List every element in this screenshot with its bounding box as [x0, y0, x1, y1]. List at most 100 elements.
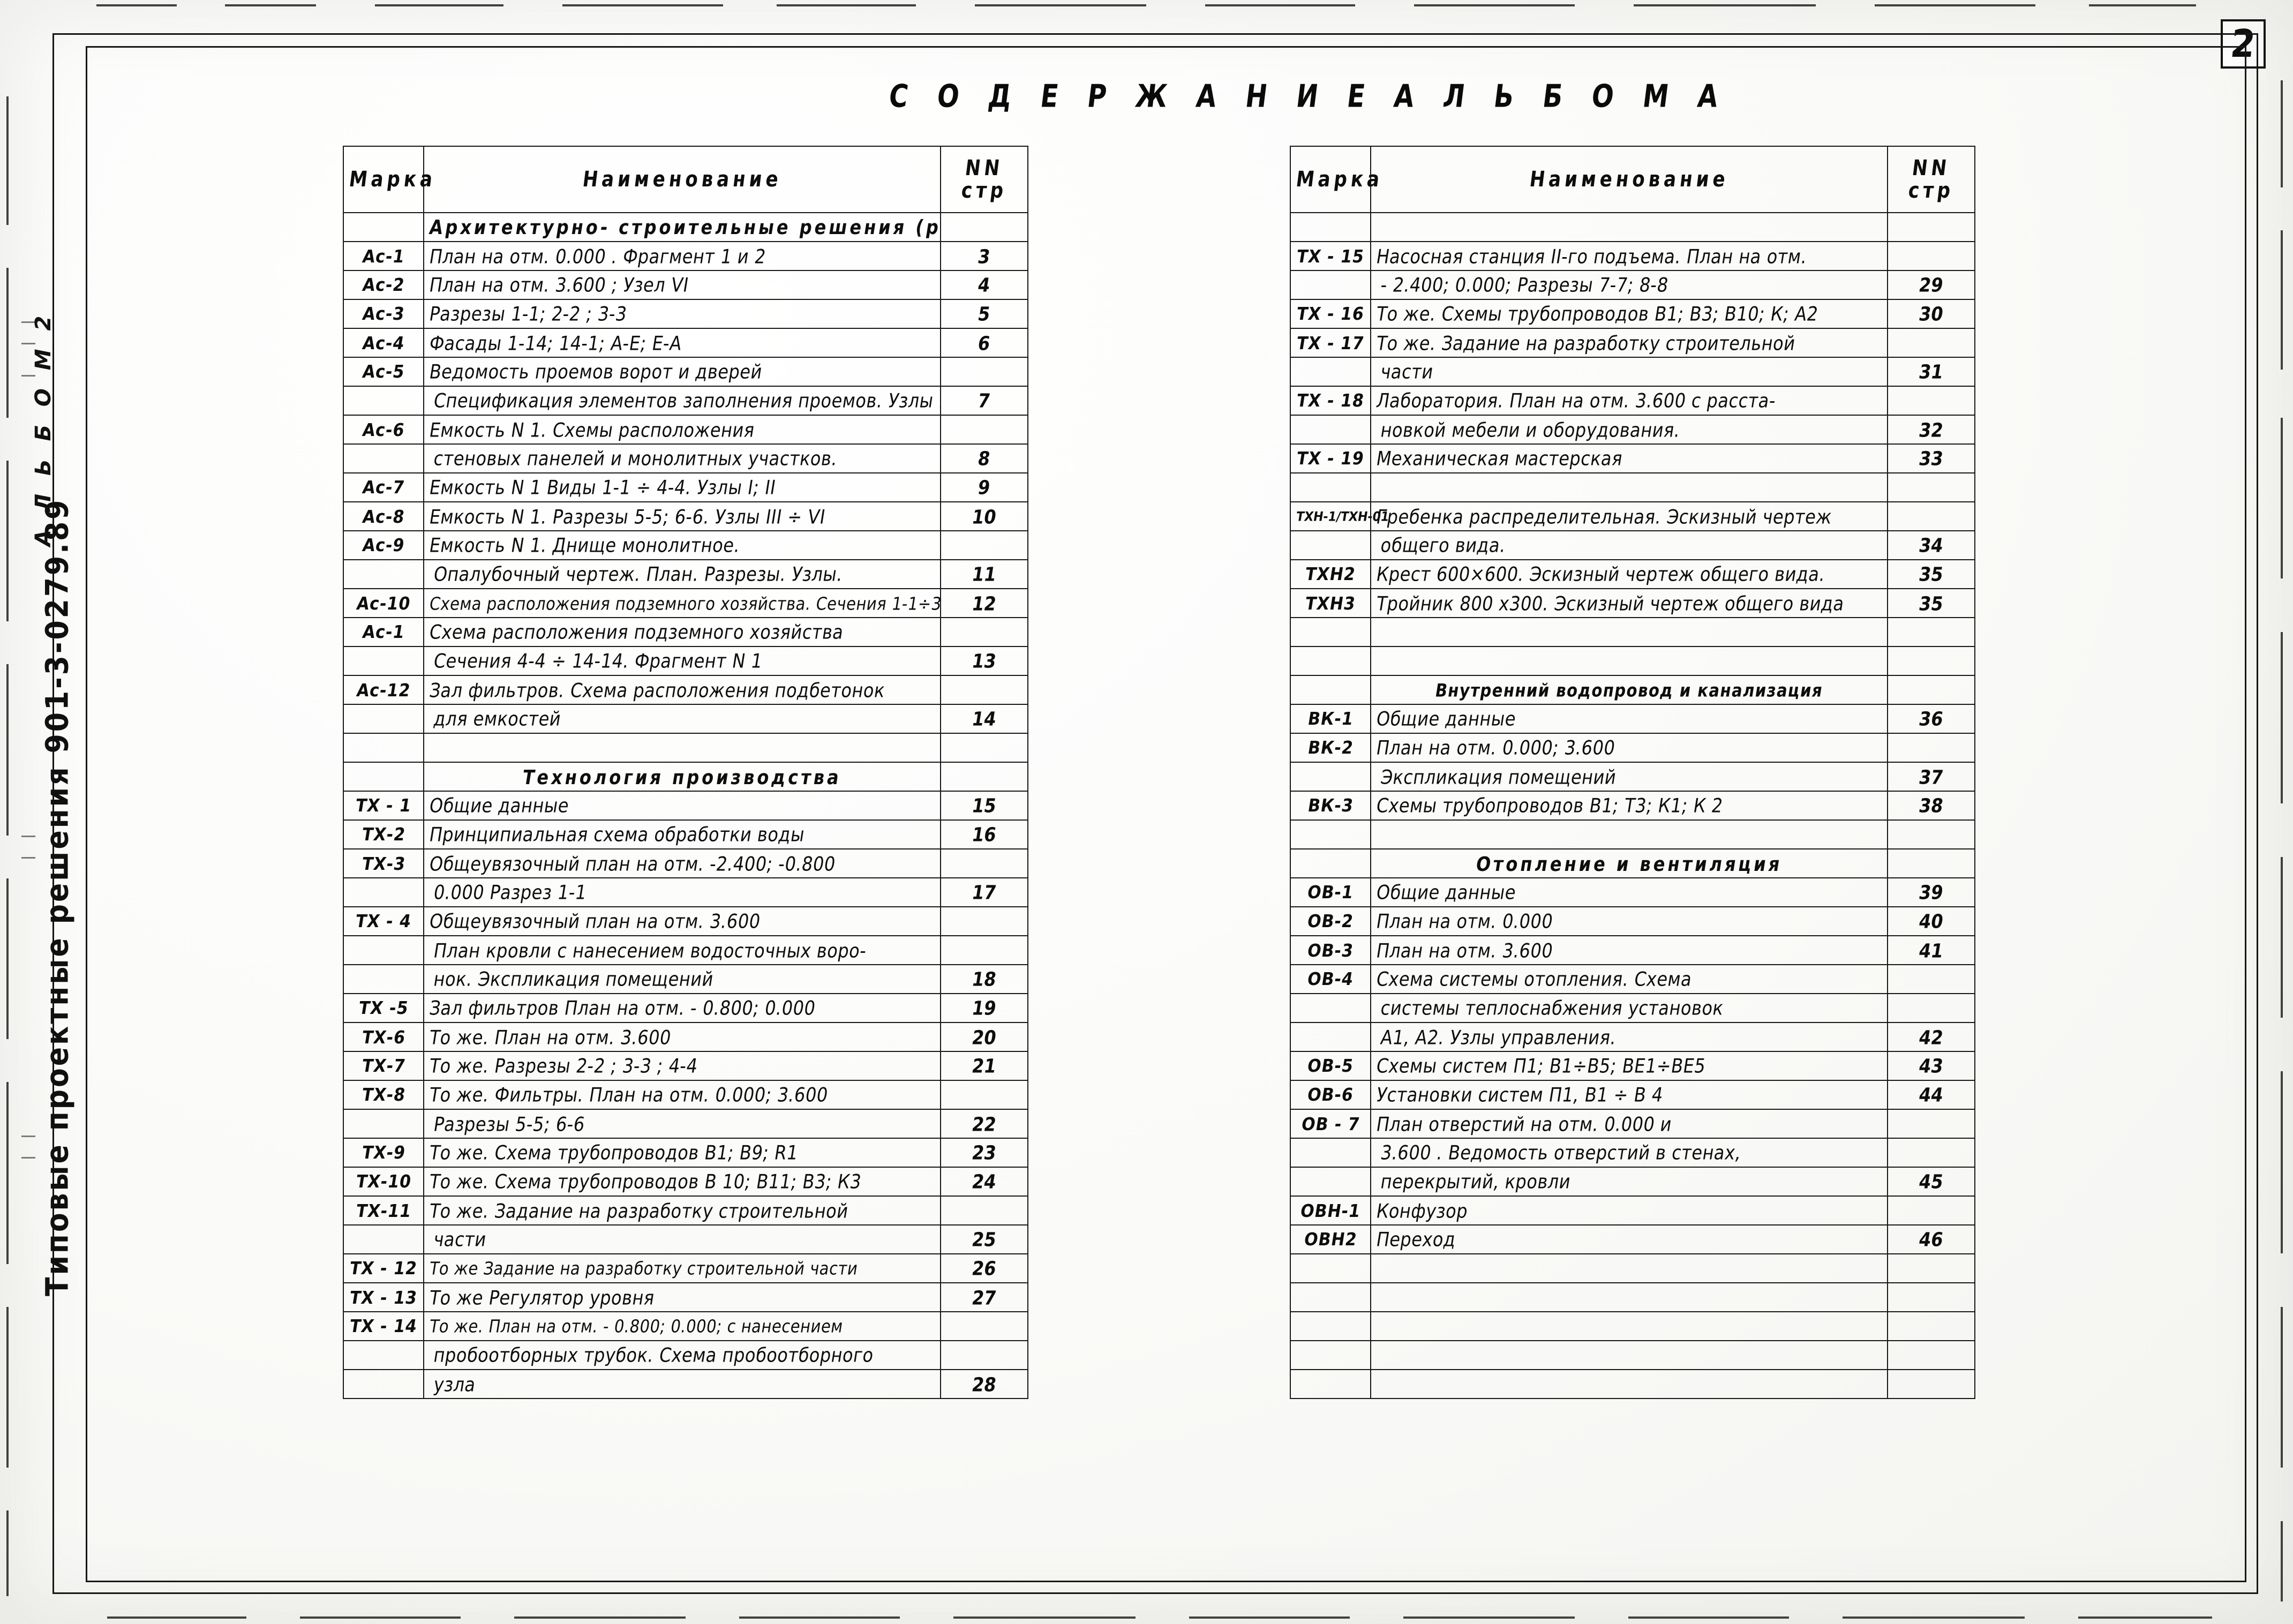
table-row — [1290, 212, 1975, 242]
cell-name: Спецификация элементов заполнения проемо… — [423, 386, 941, 416]
cell-page-number: 6 — [940, 328, 1028, 358]
trim-mark-bottom — [2078, 1617, 2212, 1619]
cell-mark — [343, 762, 424, 792]
cell-mark — [1290, 675, 1371, 705]
cell-mark: ТХ - 1 — [343, 791, 424, 821]
table-row: Экспликация помещений 37 — [1290, 762, 1975, 792]
trim-mark-right — [2281, 857, 2283, 1018]
table-row — [1290, 472, 1975, 502]
cell-name: Переход — [1370, 1224, 1888, 1254]
cell-page-number — [1887, 617, 1975, 647]
cell-name: новкой мебели и оборудования. — [1370, 415, 1888, 445]
column-header-name: Наименование — [1370, 146, 1888, 213]
cell-name: Общеувязочный план на отм. -2.400; -0.80… — [423, 848, 941, 878]
registration-tick — [21, 857, 35, 859]
cell-name: Лаборатория. План на отм. 3.600 с расста… — [1370, 386, 1888, 416]
cell-mark: Ас-12 — [343, 675, 424, 705]
cell-page-number: 8 — [940, 443, 1028, 473]
cell-name: Схемы систем П1; В1÷В5; ВЕ1÷ВЕ5 — [1370, 1051, 1888, 1081]
table-row: новкой мебели и оборудования. 32 — [1290, 415, 1975, 445]
cell-page-number: 28 — [940, 1369, 1028, 1399]
cell-name — [1370, 646, 1888, 676]
cell-name: Установки систем П1, В1 ÷ В 4 — [1370, 1080, 1888, 1110]
cell-page-number: 31 — [1887, 357, 1975, 387]
table-row: Ас-2 План на отм. 3.600 ; Узел VI 4 — [343, 270, 1028, 300]
cell-name: для емкостей — [423, 704, 941, 734]
cell-page-number: 40 — [1887, 906, 1975, 936]
table-row: ВК-2 План на отм. 0.000; 3.600 — [1290, 733, 1975, 763]
contents-table-right: Марка Наименование NN стр ТХ - 15 Насосна… — [1290, 146, 1975, 1399]
trim-mark-top — [225, 4, 316, 6]
cell-mark: ОВ-2 — [1290, 906, 1371, 936]
table-row — [1290, 1311, 1975, 1341]
trim-mark-bottom — [107, 1617, 246, 1619]
page-title: С О Д Е Р Ж А Н И Е А Л Ь Б О М А — [886, 78, 1731, 115]
cell-mark: ТХ -5 — [343, 993, 424, 1023]
table-row: ОВ-3 План на отм. 3.600 41 — [1290, 935, 1975, 965]
table-row: Опалубочный чертеж. План. Разрезы. Узлы.… — [343, 559, 1028, 589]
table-header-row: Марка Наименование NN стр — [1290, 146, 1975, 213]
table-row: Ас-7 Емкость N 1 Виды 1-1 ÷ 4-4. Узлы I; … — [343, 472, 1028, 502]
cell-mark: ТХ - 16 — [1290, 299, 1371, 329]
cell-mark: ТХ-11 — [343, 1196, 424, 1225]
table-row: ТХН2 Крест 600×600. Эскизный чертеж общег… — [1290, 559, 1975, 589]
cell-page-number — [1887, 501, 1975, 531]
cell-mark: ТХ-8 — [343, 1080, 424, 1110]
cell-mark — [1290, 212, 1371, 242]
cell-page-number — [940, 1311, 1028, 1341]
trim-mark-bottom — [1403, 1617, 1575, 1619]
cell-name: перекрытий, кровли — [1370, 1167, 1888, 1197]
table-row: - 2.400; 0.000; Разрезы 7-7; 8-8 29 — [1290, 270, 1975, 300]
cell-mark: Ас-1 — [343, 241, 424, 271]
column-header-mark: Марка — [343, 146, 438, 213]
trim-mark-right — [2281, 1307, 2283, 1468]
cell-mark: Ас-6 — [343, 415, 424, 445]
cell-page-number — [1887, 212, 1975, 242]
registration-tick — [21, 375, 35, 377]
cell-name: Сечения 4-4 ÷ 14-14. Фрагмент N 1 — [423, 646, 941, 676]
cell-name — [1370, 1311, 1888, 1341]
cell-mark — [1290, 415, 1371, 445]
cell-page-number: 22 — [940, 1109, 1028, 1139]
contents-table-left-wrapper: Марка Наименование NN стр Архитектурно- … — [343, 146, 1028, 1399]
cell-name: План на отм. 3.600 ; Узел VI — [423, 270, 941, 300]
cell-mark: Ас-5 — [343, 357, 424, 387]
cell-name: План отверстий на отм. 0.000 и — [1370, 1109, 1888, 1139]
cell-name: Схемы трубопроводов В1; Т3; К1; К 2 — [1370, 791, 1888, 821]
cell-mark: ТХ-2 — [343, 819, 424, 849]
cell-name: системы теплоснабжения установок — [1370, 993, 1888, 1023]
trim-mark-left — [6, 878, 9, 1039]
trim-mark-right — [2281, 1521, 2283, 1602]
table-row: Спецификация элементов заполнения проемо… — [343, 386, 1028, 416]
cell-page-number: 13 — [940, 646, 1028, 676]
cell-page-number — [1887, 848, 1975, 878]
table-row: ТХ-2 Принципиальная схема обработки воды 1… — [343, 819, 1028, 849]
table-row: План кровли с нанесением водосточных вор… — [343, 935, 1028, 965]
table-row: общего вида. 34 — [1290, 530, 1975, 560]
cell-page-number: 24 — [940, 1167, 1028, 1197]
cell-page-number: 5 — [940, 299, 1028, 329]
cell-name: Тройник 800 х300. Эскизный чертеж общего… — [1370, 588, 1888, 618]
trim-mark-bottom — [1189, 1617, 1350, 1619]
cell-page-number: 42 — [1887, 1022, 1975, 1052]
cell-page-number: 20 — [940, 1022, 1028, 1052]
table-row: 3.600 . Ведомость отверстий в стенах, — [1290, 1138, 1975, 1168]
table-row: ТХ - 16 То же. Схемы трубопроводов В1; В3… — [1290, 299, 1975, 329]
cell-mark: ТХ - 18 — [1290, 386, 1371, 416]
cell-name: Общие данные — [1370, 704, 1888, 734]
cell-name: То же. Схема трубопроводов В 10; В11; В3… — [423, 1167, 941, 1197]
cell-mark — [1290, 270, 1371, 300]
table-row: ОВ-6 Установки систем П1, В1 ÷ В 4 44 — [1290, 1080, 1975, 1110]
cell-mark — [1290, 1282, 1371, 1312]
cell-page-number — [1887, 328, 1975, 358]
registration-tick — [21, 1136, 35, 1137]
cell-name: Зал фильтров План на отм. - 0.800; 0.000 — [423, 993, 941, 1023]
cell-name: То же. Задание на разработку строительно… — [423, 1196, 941, 1225]
cell-mark: ОВН2 — [1290, 1224, 1371, 1254]
cell-mark: ТХ-7 — [343, 1051, 424, 1081]
table-row: ТХ - 4 Общеувязочный план на отм. 3.600 — [343, 906, 1028, 936]
cell-page-number — [1887, 819, 1975, 849]
cell-mark: ТХ-6 — [343, 1022, 424, 1052]
